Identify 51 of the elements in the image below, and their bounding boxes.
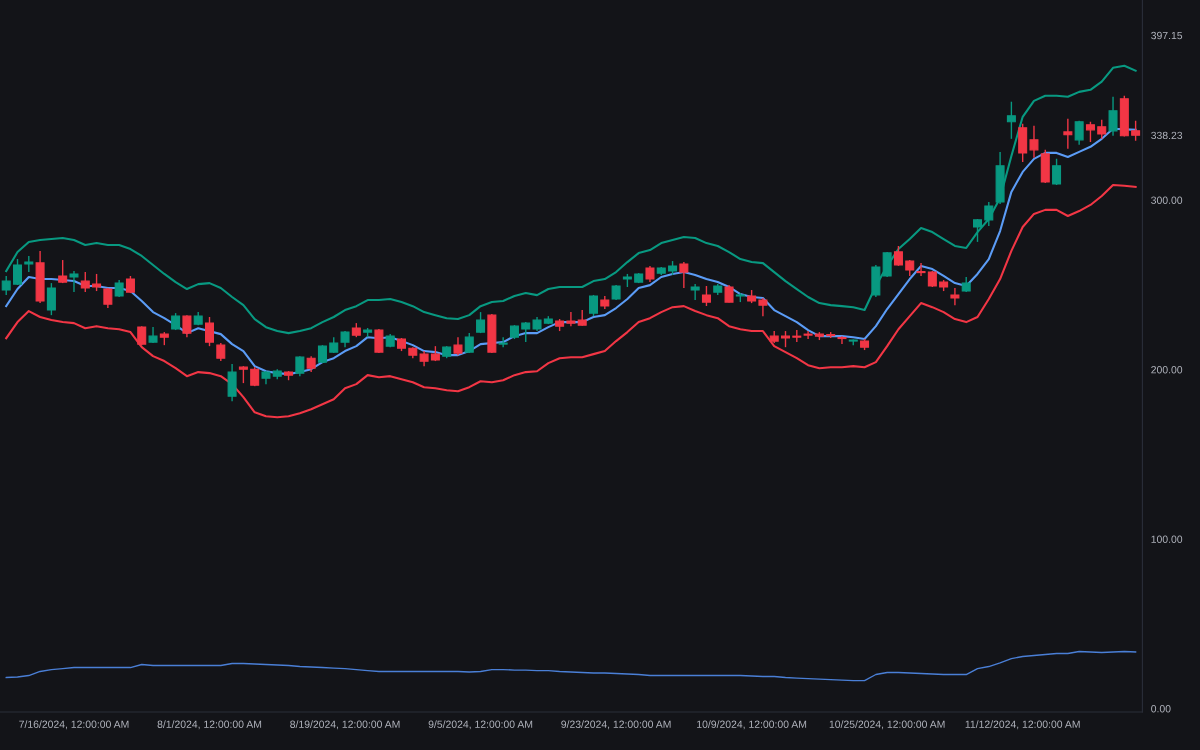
- candlestick: [1006, 101, 1016, 140]
- x-tick-label: 9/23/2024, 12:00:00 AM: [561, 720, 671, 730]
- candlestick: [837, 335, 847, 345]
- candlestick: [1052, 158, 1062, 186]
- candlestick: [690, 283, 700, 301]
- candlestick: [984, 201, 994, 227]
- candlestick: [1, 275, 11, 296]
- candlestick: [374, 328, 384, 354]
- candlestick: [972, 218, 983, 243]
- candlestick: [103, 287, 113, 309]
- candlestick: [916, 262, 926, 277]
- candlestick: [69, 270, 79, 293]
- y-tick-label: 338.23: [1151, 131, 1183, 140]
- candlestick: [1085, 121, 1095, 143]
- candlestick: [566, 311, 576, 327]
- candlestick: [1063, 118, 1073, 150]
- y-tick-label: 300.00: [1151, 196, 1183, 204]
- candlestick: [803, 330, 813, 340]
- candlestick: [12, 258, 23, 286]
- candlestick: [80, 271, 90, 293]
- candlestick: [498, 336, 508, 348]
- candlestick: [1108, 96, 1118, 137]
- x-tick-label: 10/9/2024, 12:00:00 AM: [697, 720, 807, 730]
- candlestick: [46, 282, 56, 316]
- candlestick: [1097, 119, 1107, 140]
- y-tick-label: 100.00: [1151, 535, 1183, 543]
- candlestick: [679, 261, 689, 289]
- x-tick-label: 7/16/2024, 12:00:00 AM: [19, 720, 129, 730]
- line-series: [5, 650, 1137, 682]
- x-tick-label: 11/12/2024, 12:00:00 AM: [965, 720, 1080, 730]
- candlestick: [521, 321, 531, 343]
- x-tick-label: 8/1/2024, 12:00:00 AM: [157, 720, 262, 730]
- candlestick: [137, 325, 147, 346]
- line-series: [5, 183, 1137, 419]
- candlestick: [758, 297, 768, 317]
- y-tick-label: 397.15: [1151, 31, 1183, 40]
- candlestick: [182, 314, 192, 338]
- y-tick-label: 0.00: [1151, 705, 1171, 713]
- x-tick-label: 9/5/2024, 12:00:00 AM: [428, 720, 533, 730]
- candlestick: [295, 355, 305, 377]
- candlestick: [1029, 125, 1039, 159]
- candlestick: [950, 287, 960, 306]
- candlestick: [893, 245, 903, 267]
- candlestick: [701, 285, 711, 307]
- x-tick-label: 10/25/2024, 12:00:00 AM: [829, 720, 945, 730]
- candlestick: [204, 316, 215, 347]
- y-tick-label: 200.00: [1151, 366, 1183, 374]
- candlestick: [882, 251, 892, 278]
- line-series: [5, 64, 1137, 335]
- candlestick: [1131, 120, 1141, 142]
- x-tick-label: 8/19/2024, 12:00:00 AM: [290, 720, 400, 730]
